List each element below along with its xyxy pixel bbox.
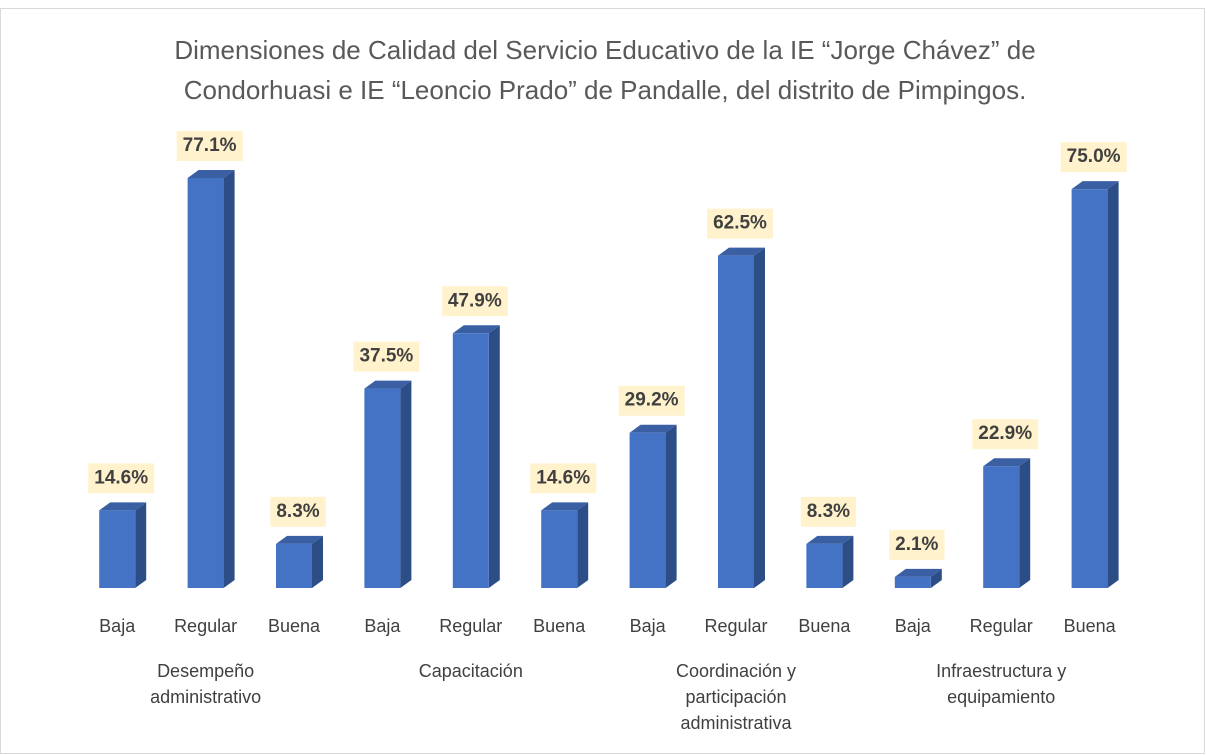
x-tick-label: Regular [704,616,767,636]
data-label-bg [1060,142,1127,173]
bar-top [1071,181,1119,190]
data-label-bg [889,529,945,560]
bar [99,510,136,588]
bar-side [400,380,412,588]
data-label: 47.9% [448,290,502,311]
data-label-bg [88,463,155,494]
bar-top [276,535,323,544]
bar [364,388,401,588]
bar-side [577,502,589,588]
data-label: 62.5% [713,213,767,234]
bar [983,466,1020,588]
data-label: 14.6% [94,467,148,488]
x-tick-label: Buena [533,616,586,636]
data-label: 14.6% [536,467,590,488]
data-label-bg [800,496,857,527]
data-label: 22.9% [978,423,1032,444]
data-label: 2.1% [895,534,938,555]
bar [187,178,224,588]
bar-top [99,502,147,511]
data-label-bg [618,385,685,416]
bar-top [629,424,677,433]
x-tick-label: Baja [630,616,667,636]
bar [541,510,578,588]
bar-side [312,535,323,588]
bar-top [718,247,765,256]
bar-top [187,170,235,178]
group-label: Capacitación [418,661,523,681]
data-label-bg [972,419,1039,450]
bar-top [983,458,1031,467]
x-tick-label: Buena [1064,616,1117,636]
bar-side [1019,458,1031,588]
bar-top [452,325,500,334]
bar [629,432,666,588]
data-label-bg [441,286,508,317]
x-tick-label: Baja [364,616,401,636]
x-tick-label: Baja [895,616,932,636]
bar-side [488,325,500,588]
x-tick-label: Buena [798,616,851,636]
x-tick-label: Baja [99,616,136,636]
chart-title: Dimensiones de Calidad del Servicio Educ… [174,35,1036,105]
bar-side [223,170,235,588]
data-label-bg [707,208,774,239]
bar-side [930,568,942,588]
bar [452,333,489,588]
bar-side [754,247,765,588]
data-label: 29.2% [625,390,679,411]
x-tick-label: Regular [439,616,502,636]
chart-frame [0,8,1205,754]
bar-side [1107,181,1119,589]
data-label-bg [270,496,326,527]
group-label: Coordinación y participación administrat… [675,661,797,733]
bar-side [665,424,677,588]
bar-top [894,568,942,577]
x-tick-label: Regular [174,616,237,636]
data-label-bg [530,463,597,494]
bar-top [364,380,412,389]
group-label: Desempeño administrativo [150,661,262,707]
data-label-bg [353,341,420,372]
bar [1071,189,1108,589]
data-label: 77.1% [183,135,237,156]
data-label: 37.5% [359,346,413,367]
data-label: 8.3% [807,501,850,522]
group-label: Infraestructura y equipamiento [936,661,1067,707]
bar-side [135,502,147,588]
bar [276,543,312,588]
bar-side [842,535,854,588]
data-label-bg [176,131,243,161]
x-tick-label: Buena [268,616,321,636]
bar [806,543,843,588]
bar-top [541,502,589,511]
data-label: 8.3% [276,501,319,522]
bar [894,576,931,588]
x-tick-label: Regular [970,616,1033,636]
bar-top [806,535,854,544]
bar [718,255,754,588]
data-label: 75.0% [1067,146,1121,167]
